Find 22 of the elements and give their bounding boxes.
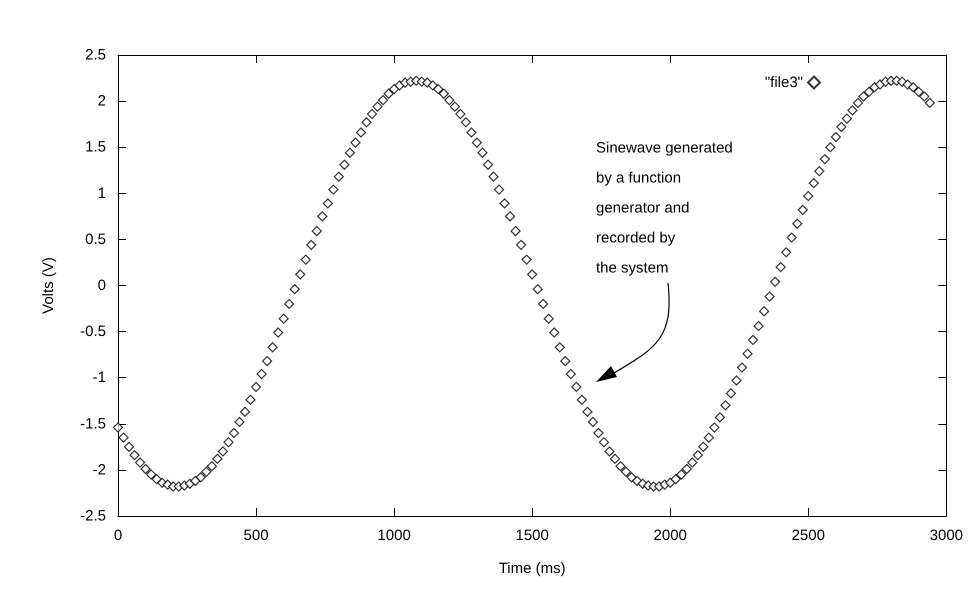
y-axis-title: Volts (V) bbox=[40, 257, 57, 314]
x-tick-label: 0 bbox=[114, 527, 122, 544]
annotation: Sinewave generated by a function generator and recorded by the system bbox=[596, 140, 733, 276]
y-tick-label: 2 bbox=[98, 92, 106, 110]
y-tick-label: -1.5 bbox=[80, 415, 106, 432]
y-tick-label: -0.5 bbox=[80, 323, 106, 340]
y-tick-label: 2.5 bbox=[85, 46, 106, 64]
x-tick-label: 3000 bbox=[930, 527, 964, 544]
y-tick-label: -2 bbox=[92, 461, 106, 478]
x-tick-label: 2000 bbox=[654, 527, 687, 544]
y-tick-label: 1.5 bbox=[85, 138, 106, 156]
x-tick-label: 1500 bbox=[515, 527, 549, 544]
y-tick-label: -1 bbox=[92, 369, 106, 386]
y-tick-label: 0.5 bbox=[85, 230, 106, 248]
x-tick-label: 500 bbox=[244, 527, 269, 544]
x-axis-title: Time (ms) bbox=[498, 560, 566, 577]
y-tick-label: -2.5 bbox=[80, 508, 106, 524]
x-tick-label: 1000 bbox=[377, 527, 411, 544]
y-tick-label: 0 bbox=[98, 277, 106, 294]
x-tick-label: 2500 bbox=[792, 527, 825, 544]
y-tick-label: 1 bbox=[98, 184, 106, 202]
legend-label: "file3" bbox=[764, 74, 803, 91]
